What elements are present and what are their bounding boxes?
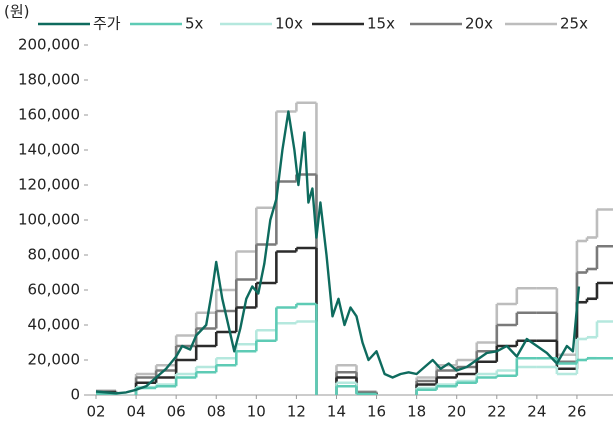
y-tick-label: 60,000	[28, 281, 81, 299]
x-tick-label: 04	[127, 403, 146, 421]
x-tick-label: 18	[407, 403, 426, 421]
y-tick-label: 180,000	[18, 71, 80, 89]
x-tick-label: 06	[167, 403, 186, 421]
x-tick-label: 14	[327, 403, 346, 421]
x-tick-label: 12	[287, 403, 306, 421]
legend-label: 주가	[93, 15, 121, 33]
price-line	[95, 110, 581, 395]
legend-label: 10x	[275, 15, 303, 33]
x-tick-label: 02	[86, 403, 105, 421]
y-tick-label: 100,000	[18, 211, 80, 229]
y-tick-label: 20,000	[28, 351, 81, 369]
x-tick-label: 16	[367, 403, 386, 421]
x-tick-label: 10	[247, 403, 266, 421]
legend-label: 25x	[560, 15, 588, 33]
x-tick-label: 22	[487, 403, 506, 421]
y-tick-label: 140,000	[18, 141, 80, 159]
y-tick-label: 200,000	[18, 36, 80, 54]
x-tick-label: 26	[567, 403, 586, 421]
y-tick-label: 40,000	[28, 316, 81, 334]
y-tick-label: 160,000	[18, 106, 80, 124]
y-unit: (원)	[4, 3, 30, 21]
legend-label: 5x	[185, 15, 204, 33]
x-tick-label: 08	[207, 403, 226, 421]
plot-area	[95, 101, 613, 395]
x-tick-label: 20	[447, 403, 466, 421]
y-tick-label: 80,000	[28, 246, 81, 264]
y-tick-label: 0	[70, 386, 80, 404]
legend-label: 20x	[465, 15, 493, 33]
legend-label: 15x	[367, 15, 395, 33]
y-tick-label: 120,000	[18, 176, 80, 194]
x-tick-label: 24	[527, 403, 546, 421]
